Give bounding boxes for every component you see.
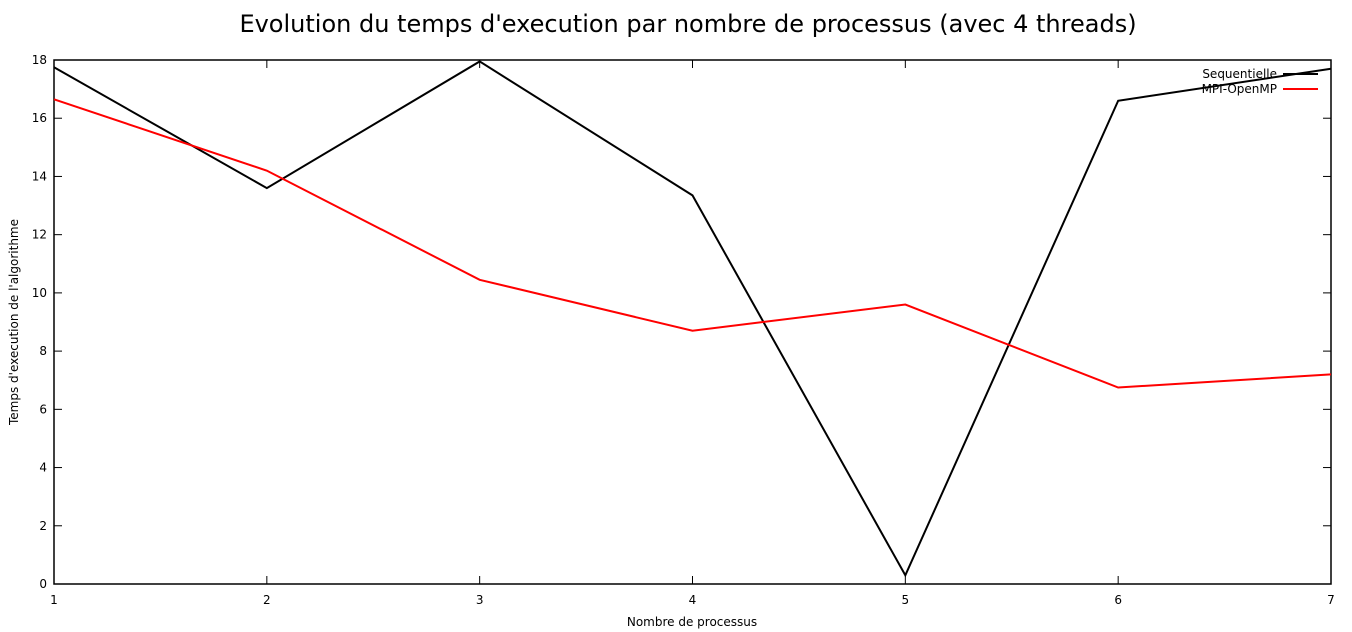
x-tick-label: 3 — [476, 593, 484, 607]
series-line-mpi-openmp — [53, 98, 1332, 389]
x-tick-label: 1 — [50, 593, 58, 607]
y-tick-label: 4 — [39, 461, 47, 475]
y-tick-label: 2 — [39, 519, 47, 533]
series-line-sequentielle — [53, 60, 1332, 578]
y-tick-label: 12 — [32, 228, 47, 242]
y-tick-label: 18 — [32, 53, 47, 67]
y-tick-label: 6 — [39, 402, 47, 416]
x-tick-label: 6 — [1114, 593, 1122, 607]
x-tick-label: 5 — [902, 593, 910, 607]
y-tick-label: 16 — [32, 111, 47, 125]
y-tick-label: 0 — [39, 577, 47, 591]
series-lines — [53, 60, 1332, 578]
legend-label: MPI-OpenMP — [1202, 82, 1277, 96]
legend-label: Sequentielle — [1202, 67, 1277, 81]
y-tick-label: 10 — [32, 286, 47, 300]
y-tick-label: 14 — [32, 169, 47, 183]
x-axis: 1 2 3 4 5 6 7 — [50, 60, 1335, 607]
y-tick-label: 8 — [39, 344, 47, 358]
x-tick-label: 7 — [1327, 593, 1335, 607]
plot-frame — [53, 59, 1332, 585]
plot-border — [53, 59, 1332, 585]
x-tick-label: 2 — [263, 593, 271, 607]
chart-title: Evolution du temps d'execution par nombr… — [239, 10, 1136, 38]
x-axis-label: Nombre de processus — [627, 615, 757, 629]
y-axis: 0 2 4 6 8 10 12 14 16 18 — [32, 53, 1331, 591]
x-tick-label: 4 — [689, 593, 697, 607]
y-axis-label: Temps d'execution de l'algorithme — [7, 219, 21, 426]
